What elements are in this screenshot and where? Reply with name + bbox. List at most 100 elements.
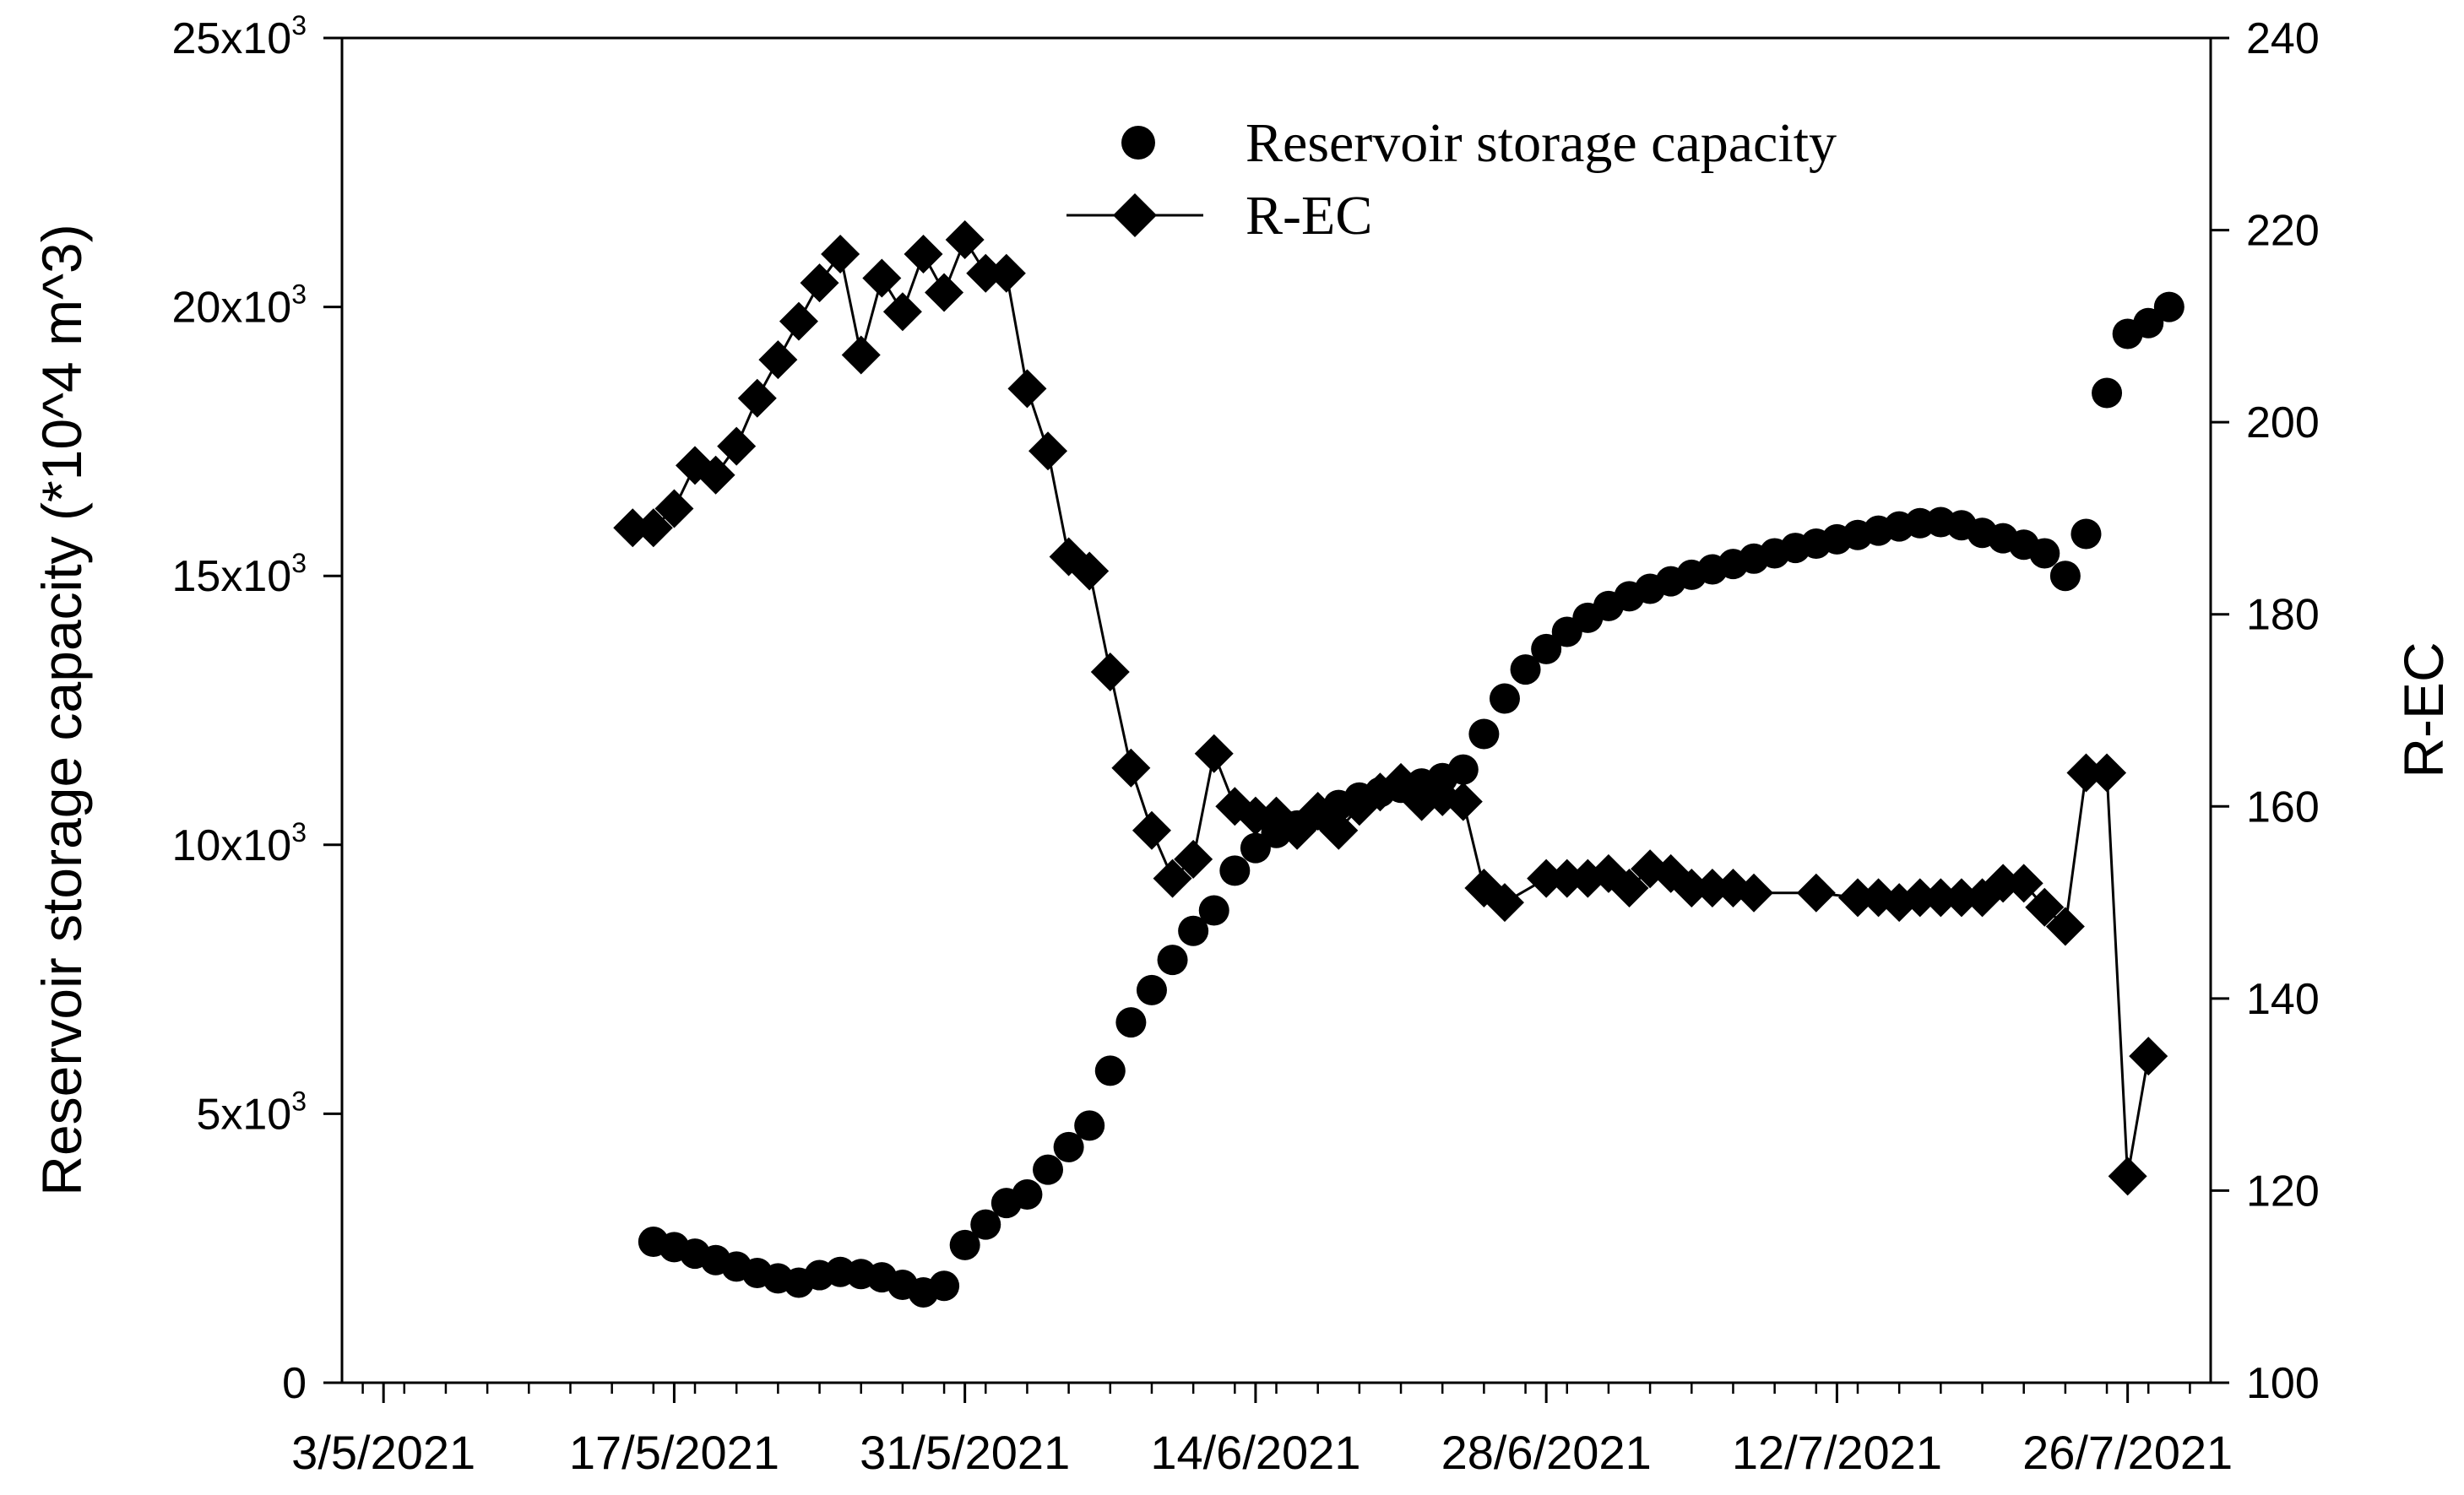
data-point-rec (966, 253, 1006, 293)
y-left-tick-label: 0 (282, 1359, 307, 1408)
y-axis-left-label: Reservoir storage capacity (*10^4 m^3) (30, 224, 93, 1195)
data-point-rec (613, 508, 653, 548)
data-point-rec (821, 235, 860, 274)
x-tick-label: 3/5/2021 (291, 1426, 475, 1479)
data-point-rec (882, 292, 922, 332)
data-point-rec (1527, 859, 1566, 898)
data-point-rec (2129, 1037, 2168, 1076)
data-point-storage (2071, 518, 2102, 550)
data-point-storage (1447, 754, 1479, 785)
data-point-rec (696, 455, 735, 495)
data-point-rec (841, 335, 881, 375)
x-tick-label: 31/5/2021 (860, 1426, 1070, 1479)
data-point-storage (1074, 1110, 1105, 1141)
data-point-storage (2153, 291, 2184, 322)
data-point-storage (1178, 915, 1209, 946)
data-point-rec (633, 508, 673, 548)
x-tick-label: 17/5/2021 (569, 1426, 779, 1479)
x-tick-label: 14/6/2021 (1150, 1426, 1360, 1479)
data-point-rec (2087, 753, 2127, 793)
data-point-rec (862, 258, 902, 298)
y-right-tick-label: 200 (2246, 398, 2320, 447)
x-tick-label: 12/7/2021 (1732, 1426, 1942, 1479)
data-point-rec (945, 219, 985, 259)
data-point-rec (1443, 782, 1483, 821)
y-right-tick-label: 160 (2246, 783, 2320, 831)
data-point-rec (1484, 883, 1524, 923)
data-point-rec (2066, 753, 2106, 793)
data-point-rec (2025, 887, 2065, 927)
legend-marker-circle (1121, 126, 1155, 160)
data-point-rec (737, 378, 777, 418)
y-axis-right-label: R-EC (2392, 642, 2455, 777)
legend: Reservoir storage capacity R-EC (1066, 112, 1837, 246)
legend-label-storage: Reservoir storage capacity (1246, 112, 1837, 174)
data-point-rec (1235, 796, 1275, 836)
data-point-rec (758, 340, 798, 380)
data-point-storage (1053, 1131, 1084, 1162)
data-point-rec (1900, 878, 1940, 918)
data-point-rec (1672, 869, 1712, 908)
data-point-rec (1194, 734, 1234, 773)
data-point-rec (904, 235, 943, 274)
data-point-storage (2133, 307, 2164, 339)
data-point-rec (1796, 873, 1836, 913)
data-point-rec (2045, 907, 2085, 946)
data-point-storage (1489, 683, 1520, 714)
data-point-storage (1033, 1154, 1064, 1185)
series-line-1 (632, 236, 2150, 1177)
data-point-rec (925, 273, 964, 312)
data-point-storage (1115, 1007, 1147, 1038)
data-point-rec (1941, 878, 1981, 918)
data-point-storage (2049, 561, 2081, 592)
y-axis-right: 100 120 140 160 180 200 220 240 (2211, 14, 2320, 1408)
x-axis: 3/5/2021 17/5/2021 31/5/2021 14/6/2021 28/6/… (291, 1383, 2233, 1479)
y-right-tick-label: 220 (2246, 207, 2320, 256)
y-left-tick-label: 5x103 (196, 1086, 307, 1139)
y-left-tick-label: 20x103 (172, 279, 307, 333)
y-left-tick-label: 15x103 (172, 548, 307, 601)
data-point-rec (1381, 762, 1421, 802)
data-point-rec (1984, 864, 2023, 903)
data-point-rec (1692, 869, 1732, 908)
data-point-rec (1132, 810, 1171, 850)
data-point-rec (1070, 551, 1110, 591)
y-axis-left: 0 5x103 10x103 15x103 20x103 25x103 (172, 10, 342, 1408)
data-point-storage (1012, 1178, 1043, 1210)
data-point-rec (2004, 864, 2043, 903)
y-right-tick-label: 180 (2246, 591, 2320, 640)
data-point-rec (654, 489, 694, 528)
data-point-rec (1921, 878, 1961, 918)
data-point-storage (1531, 633, 1562, 664)
data-point-rec (1319, 810, 1359, 850)
x-tick-label: 26/7/2021 (2022, 1426, 2233, 1479)
data-point-rec (986, 253, 1026, 293)
data-point-storage (1510, 654, 1541, 685)
data-point-rec (1007, 369, 1047, 409)
data-point-rec (1028, 431, 1068, 471)
data-point-storage (1136, 974, 1167, 1005)
data-point-storage (1157, 945, 1188, 976)
data-point-storage (2092, 377, 2123, 409)
data-point-rec (2108, 1156, 2147, 1196)
data-point-rec (1609, 869, 1649, 908)
data-point-rec (1090, 652, 1130, 691)
data-point-storage (1468, 718, 1500, 750)
y-right-tick-label: 240 (2246, 14, 2320, 63)
y-right-tick-label: 120 (2246, 1167, 2320, 1216)
data-point-rec (1837, 878, 1877, 918)
data-point-rec (1174, 839, 1213, 879)
data-point-storage (949, 1229, 980, 1260)
data-point-storage (1094, 1055, 1126, 1086)
legend-label-rec: R-EC (1246, 185, 1372, 246)
y-right-tick-label: 140 (2246, 975, 2320, 1024)
data-point-rec (800, 263, 839, 303)
x-tick-label: 28/6/2021 (1441, 1426, 1652, 1479)
data-point-rec (717, 426, 757, 466)
y-left-tick-label: 10x103 (172, 817, 307, 870)
series-markers (613, 219, 2184, 1308)
data-point-rec (1298, 791, 1338, 831)
data-point-storage (1198, 895, 1229, 926)
y-right-tick-label: 100 (2246, 1359, 2320, 1408)
